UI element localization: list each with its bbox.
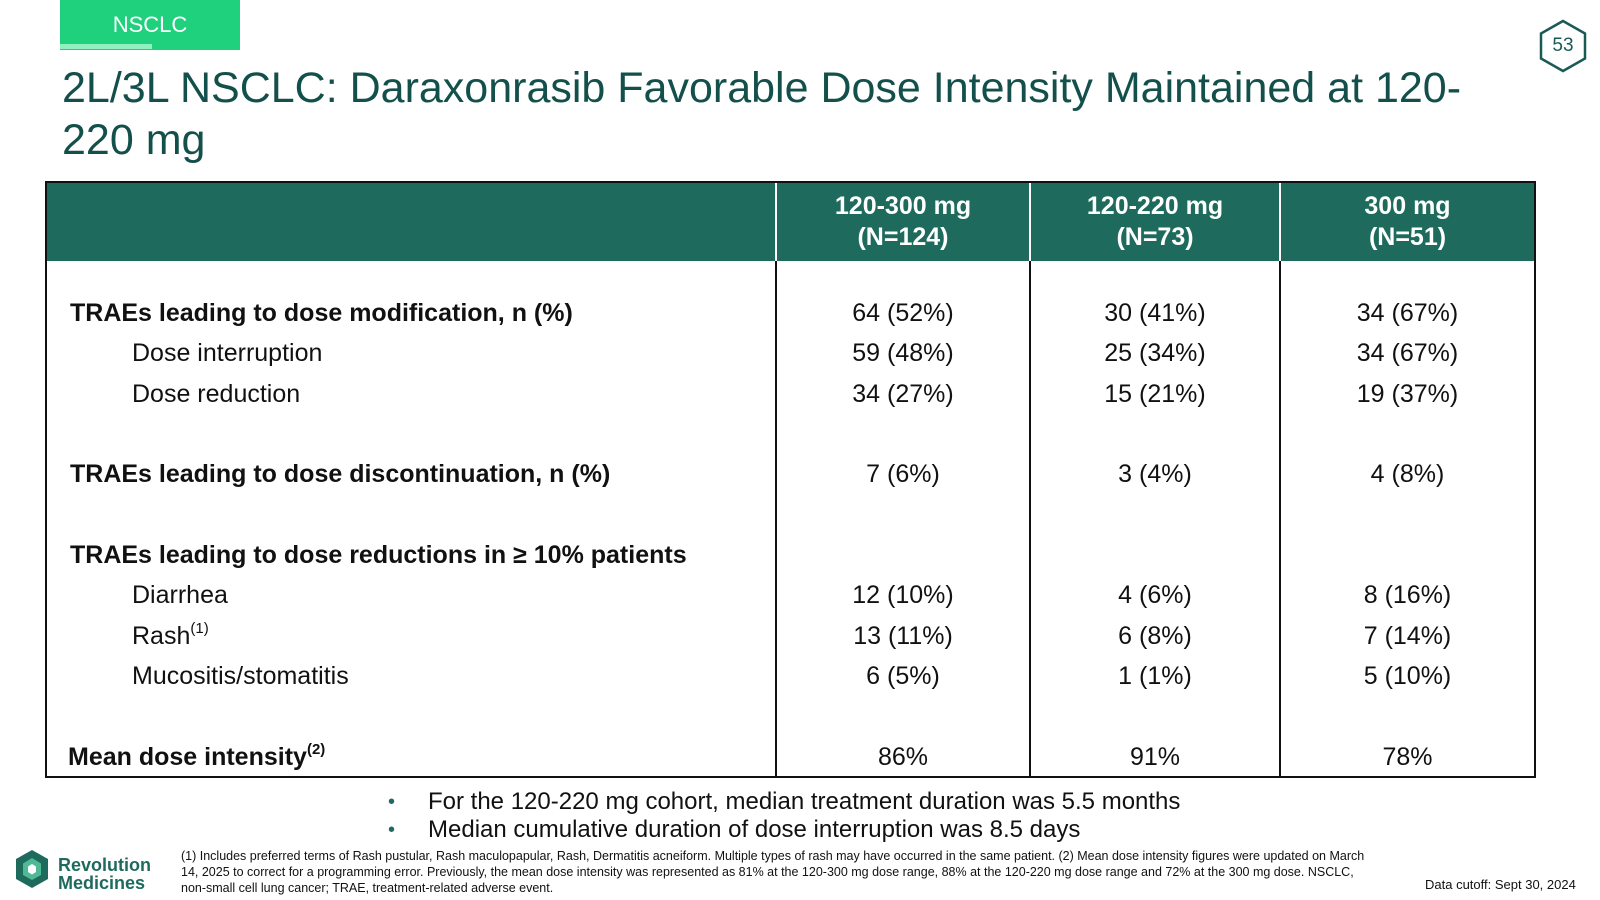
page-number-badge: 53	[1535, 18, 1591, 74]
header-empty-cell	[47, 183, 776, 261]
table-row: Diarrhea 12 (10%) 4 (6%) 8 (16%)	[47, 575, 1534, 616]
section-tag: NSCLC	[60, 0, 240, 50]
table-cell: 34 (67%)	[1279, 333, 1534, 374]
hexagon-icon	[1539, 19, 1587, 73]
footnote-ref: (1)	[190, 619, 209, 637]
row-label: TRAEs leading to dose discontinuation, n…	[70, 460, 611, 489]
bullet-item: For the 120-220 mg cohort, median treatm…	[388, 788, 1180, 816]
section-tag-label: NSCLC	[112, 12, 188, 37]
table-row: TRAEs leading to dose reductions in ≥ 10…	[47, 535, 1534, 576]
row-label: Dose interruption	[132, 339, 323, 368]
revolution-medicines-logo-icon	[16, 850, 48, 888]
row-label: Mean dose intensity(2)	[47, 737, 776, 778]
page-number: 53	[1552, 35, 1574, 56]
table-row: Mucositis/stomatitis 6 (5%) 1 (1%) 5 (10…	[47, 656, 1534, 697]
logo-wordmark: Revolution Medicines	[58, 856, 151, 892]
table-row: Rash(1) 13 (11%) 6 (8%) 7 (14%)	[47, 616, 1534, 657]
table-cell: 6 (8%)	[1029, 616, 1280, 657]
row-label: Dose reduction	[132, 379, 301, 408]
page-title: 2L/3L NSCLC: Daraxonrasib Favorable Dose…	[62, 64, 1462, 164]
dose-table: 120-300 mg (N=124) 120-220 mg (N=73) 300…	[45, 181, 1536, 778]
table-cell: 7 (14%)	[1279, 616, 1534, 657]
spacer-row	[47, 261, 1534, 293]
row-label: TRAEs leading to dose reductions in ≥ 10…	[70, 540, 687, 569]
footnote-ref: (2)	[306, 740, 326, 758]
row-label-text: Rash	[132, 621, 191, 650]
table-cell: 5 (10%)	[1279, 656, 1534, 697]
column-header: 120-220 mg (N=73)	[1029, 183, 1280, 261]
row-label: Mucositis/stomatitis	[132, 662, 349, 691]
table-cell: 34 (67%)	[1279, 293, 1534, 334]
bullet-item: Median cumulative duration of dose inter…	[388, 816, 1180, 844]
data-cutoff: Data cutoff: Sept 30, 2024	[1425, 877, 1576, 892]
table-cell: 78%	[1279, 737, 1534, 778]
table-cell: 7 (6%)	[775, 454, 1030, 495]
row-label: Diarrhea	[132, 581, 228, 610]
row-label: TRAEs leading to dose modification, n (%…	[70, 298, 573, 327]
logo-line: Revolution	[58, 855, 151, 875]
column-header-dose: 300 mg	[1364, 192, 1451, 220]
table-cell: 12 (10%)	[775, 575, 1030, 616]
column-header-dose: 120-220 mg	[1086, 192, 1224, 220]
table-cell	[775, 535, 1030, 576]
table-cell: 3 (4%)	[1029, 454, 1280, 495]
table-cell: 59 (48%)	[775, 333, 1030, 374]
footnote: (1) Includes preferred terms of Rash pus…	[181, 849, 1365, 895]
table-cell: 25 (34%)	[1029, 333, 1280, 374]
column-header-dose: 120-300 mg	[834, 192, 972, 220]
table-cell: 91%	[1029, 737, 1280, 778]
row-label-text: Mean dose intensity	[68, 742, 307, 771]
row-label: Rash(1)	[47, 616, 776, 657]
spacer-row	[47, 495, 1534, 535]
table-cell: 6 (5%)	[775, 656, 1030, 697]
table-cell: 34 (27%)	[775, 374, 1030, 415]
table-row: Dose reduction 34 (27%) 15 (21%) 19 (37%…	[47, 374, 1534, 415]
table-cell	[1029, 535, 1280, 576]
spacer-row	[47, 414, 1534, 455]
table-row: Mean dose intensity(2) 86% 91% 78%	[47, 737, 1534, 778]
logo-line: Medicines	[58, 873, 146, 893]
table-cell: 64 (52%)	[775, 293, 1030, 334]
table-cell: 15 (21%)	[1029, 374, 1280, 415]
bullet-list: For the 120-220 mg cohort, median treatm…	[388, 788, 1180, 844]
table-row: Dose interruption 59 (48%) 25 (34%) 34 (…	[47, 333, 1534, 374]
spacer-row	[47, 697, 1534, 737]
table-cell: 13 (11%)	[775, 616, 1030, 657]
table-cell: 4 (8%)	[1279, 454, 1534, 495]
column-header-n: (N=51)	[1368, 223, 1447, 251]
section-tag-accent	[60, 44, 152, 49]
column-header: 120-300 mg (N=124)	[775, 183, 1030, 261]
table-cell	[1279, 535, 1534, 576]
column-header-n: (N=73)	[1116, 223, 1194, 251]
table-cell: 8 (16%)	[1279, 575, 1534, 616]
table-cell: 4 (6%)	[1029, 575, 1280, 616]
table-cell: 86%	[775, 737, 1030, 778]
column-header-n: (N=124)	[857, 223, 949, 251]
table-row: TRAEs leading to dose modification, n (%…	[47, 293, 1534, 334]
table-header-row: 120-300 mg (N=124) 120-220 mg (N=73) 300…	[47, 183, 1534, 261]
table-cell: 30 (41%)	[1029, 293, 1280, 334]
column-header: 300 mg (N=51)	[1279, 183, 1534, 261]
table-cell: 19 (37%)	[1279, 374, 1534, 415]
table-cell: 1 (1%)	[1029, 656, 1280, 697]
table-row: TRAEs leading to dose discontinuation, n…	[47, 454, 1534, 495]
